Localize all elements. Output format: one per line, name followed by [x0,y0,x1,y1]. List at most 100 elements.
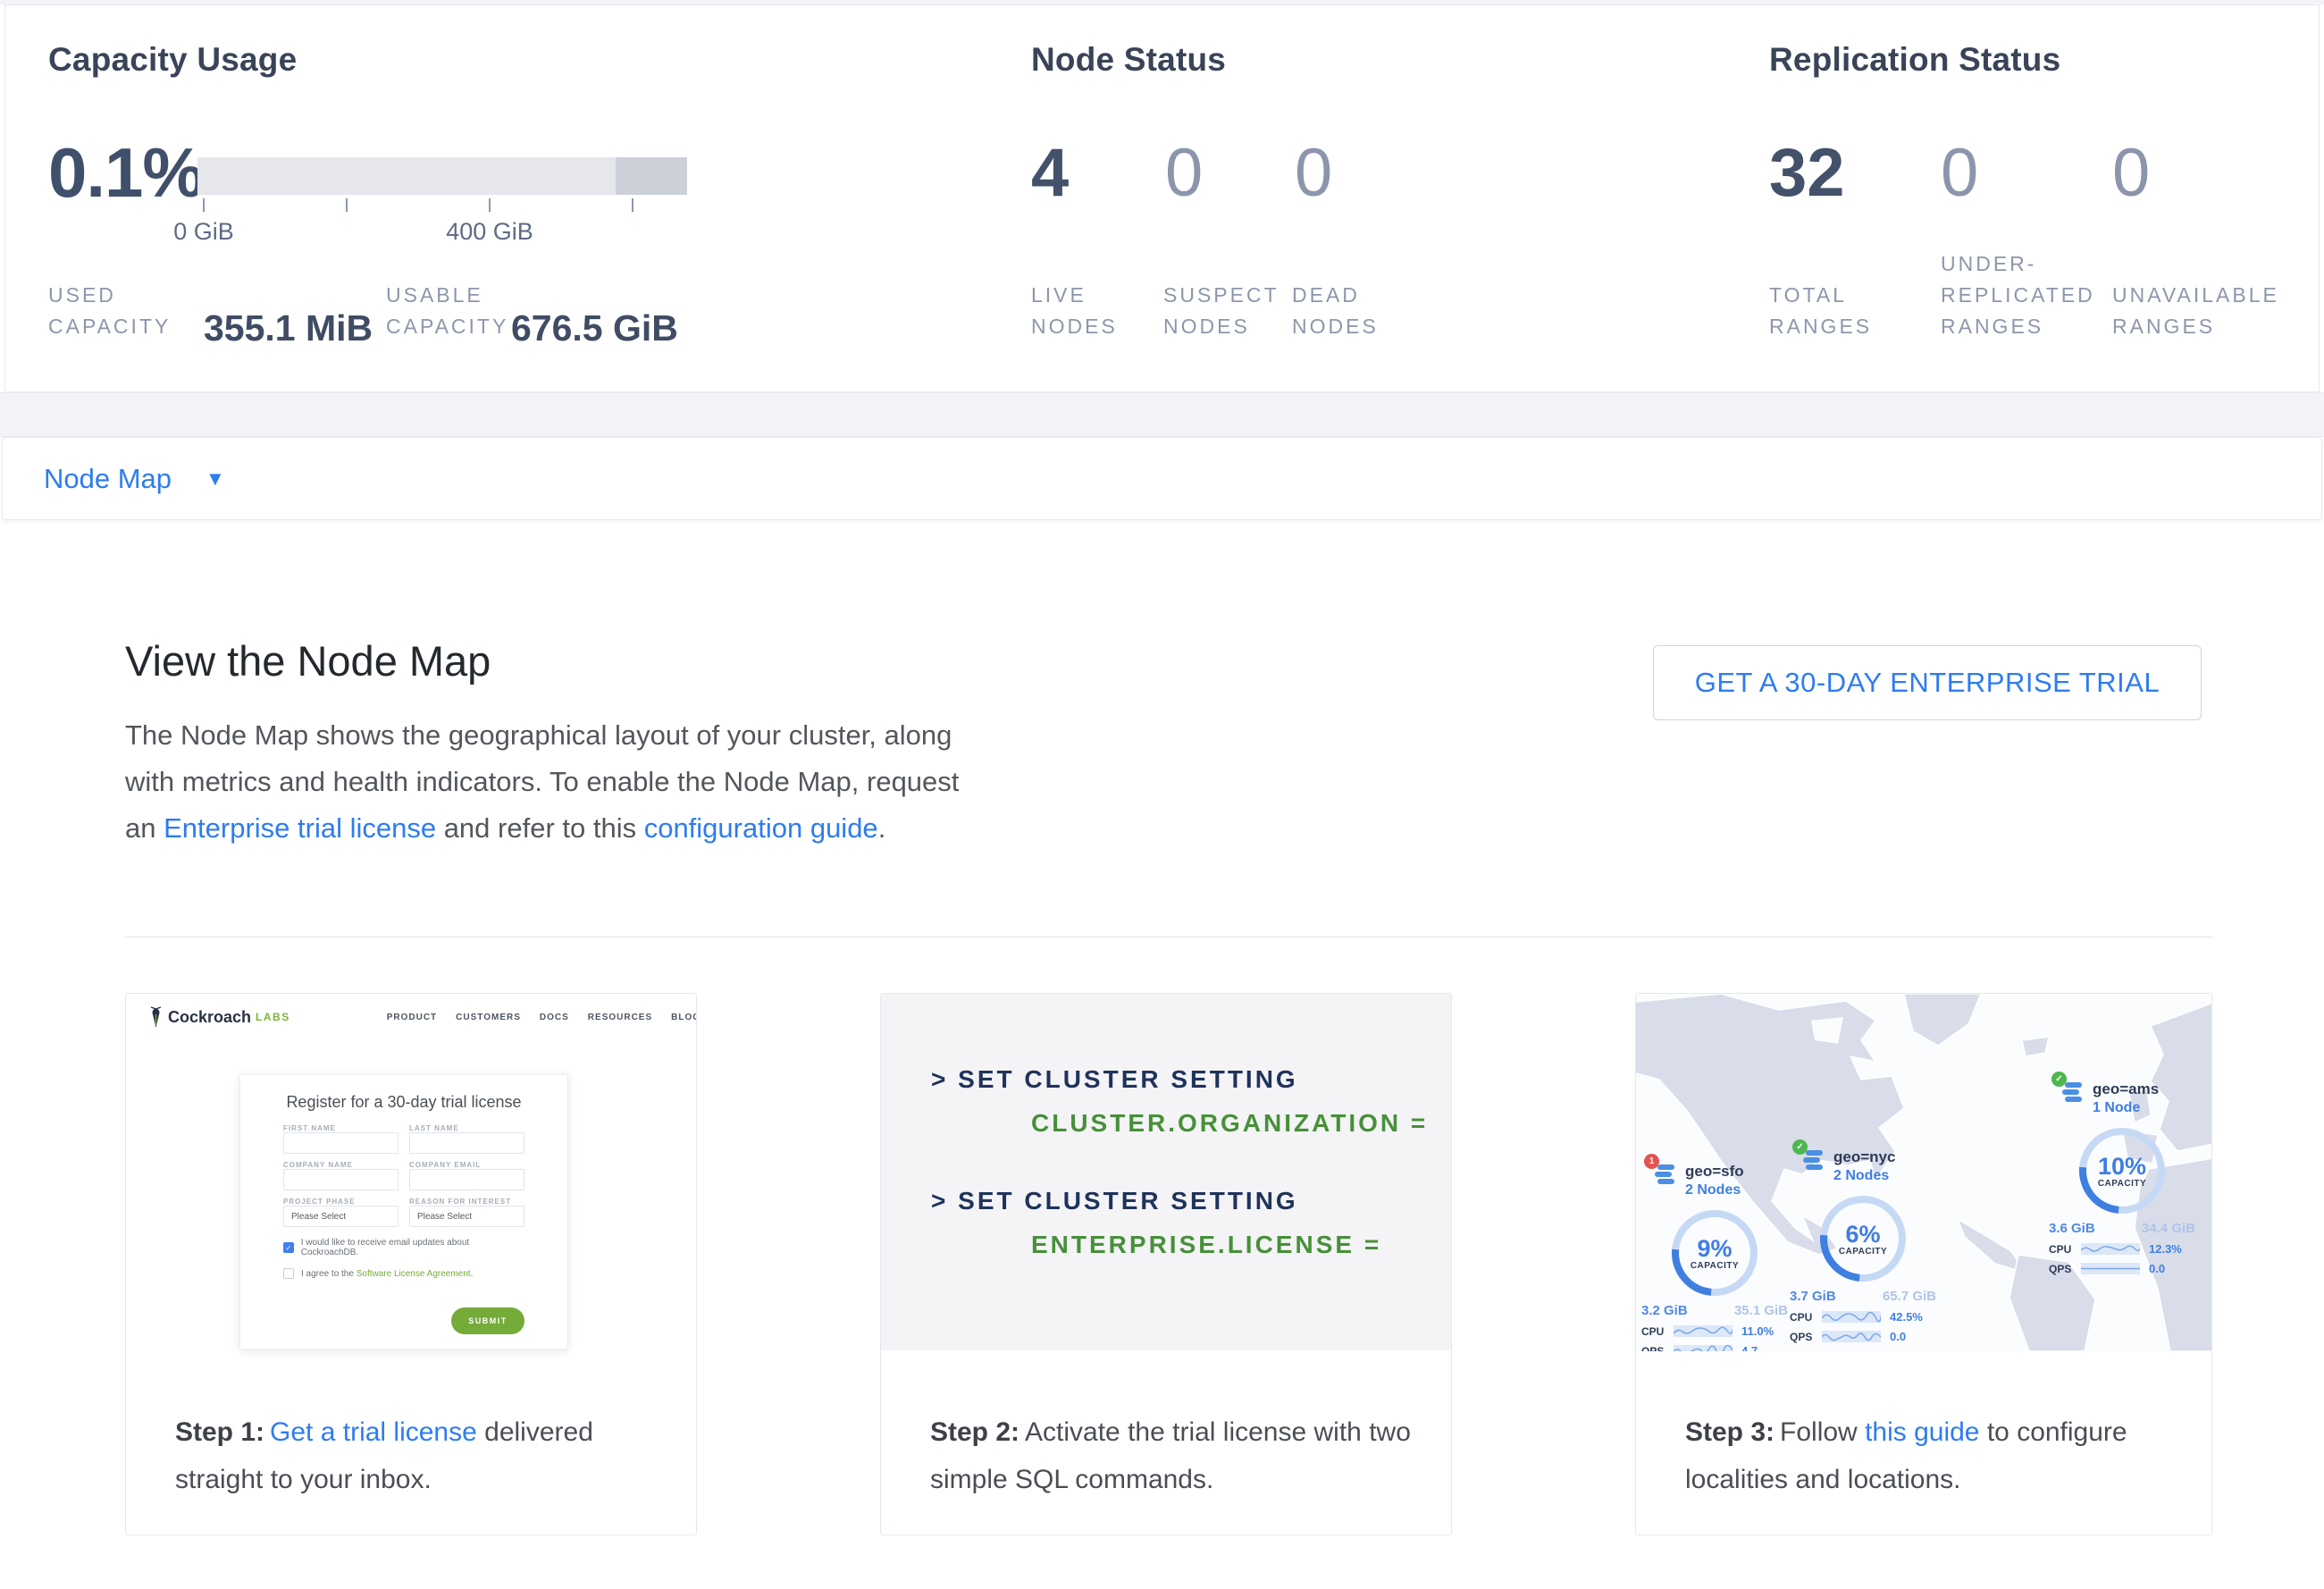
error-badge-icon: 1 [1644,1154,1659,1169]
axis-tick [489,198,491,212]
enterprise-trial-button[interactable]: GET A 30-DAY ENTERPRISE TRIAL [1653,645,2202,720]
cpu-sparkline [2081,1243,2140,1255]
logo-text: Cockroach [168,1007,252,1026]
chevron-down-icon[interactable]: ▼ [206,467,225,490]
region-name: geo=nyc [1833,1148,1896,1165]
used-capacity: 3.6 GiB [2049,1221,2095,1236]
qps-sparkline [2081,1263,2140,1274]
cpu-value: 12.3% [2149,1242,2182,1256]
step3-caption-text-2: to configure localities and locations. [1685,1417,2127,1494]
region-node-count: 2 Nodes [1833,1168,1890,1183]
node-status-title: Node Status [1031,41,1227,78]
step3-card: 1 geo=sfo 2 Nodes 9% CAPACITY [1635,993,2212,1535]
sql-line: > SET CLUSTER SETTING [931,1187,1451,1215]
qps-value: 0.0 [1890,1330,1907,1343]
replication-status-title: Replication Status [1769,41,2061,78]
suspect-nodes-label: SUSPECT NODES [1163,283,1279,338]
total-capacity: 34.4 GiB [2141,1221,2195,1236]
nav-item: DOCS [539,1012,569,1022]
qps-value: 0.0 [2149,1262,2166,1275]
region-name: geo=sfo [1685,1163,1744,1180]
cpu-sparkline [1674,1325,1733,1337]
step2-caption: Step 2: Activate the trial license with t… [930,1408,1414,1503]
axis-tick [632,198,633,212]
nav-item: CUSTOMERS [456,1012,521,1022]
intro-text-1: The Node Map shows the geographical layo… [125,719,960,844]
trial-license-form-illustration: Register for a 30-day trial license FIRS… [239,1074,568,1349]
logo-suffix: LABS [256,1011,290,1023]
mini-site-header: Cockroach LABS PRODUCT CUSTOMERS DOCS RE… [126,994,696,1040]
capacity-arc [1654,1192,1775,1314]
capacity-arc [1802,1178,1924,1299]
usable-capacity-value: 676.5 GiB [511,307,678,349]
map-region-ams: ✓ geo=ams 1 Node 10% CAPACITY [2045,1072,2199,1275]
field-label: FIRST NAME [283,1124,336,1132]
qps-label: QPS [2049,1262,2072,1275]
software-license-agreement-link: Software License Agreement. [356,1268,474,1279]
capacity-percent: 6% [1845,1220,1881,1248]
view-selector-bar: Node Map ▼ [2,437,2322,520]
page-title: View the Node Map [125,637,491,685]
step3-caption: Step 3: Follow this guide to configure lo… [1685,1408,2174,1503]
first-name-field [283,1132,399,1154]
step1-caption-text: delivered straight to your inbox. [175,1417,593,1494]
total-capacity: 35.1 GiB [1733,1303,1788,1318]
nav-item: BLOG [671,1012,696,1022]
cpu-label: CPU [1790,1310,1813,1324]
axis-tick-label: 0 GiB [173,218,234,245]
qps-label: QPS [1790,1330,1813,1343]
prompt-icon: > [931,1065,949,1093]
project-phase-select: Please Select [283,1206,399,1227]
field-label: COMPANY NAME [283,1161,353,1169]
form-title: Register for a 30-day trial license [286,1093,522,1111]
dead-nodes-count: 0 [1295,135,1333,211]
capacity-arc [2061,1110,2183,1232]
mini-site-nav: PRODUCT CUSTOMERS DOCS RESOURCES BLOG [386,1012,696,1022]
capacity-label: CAPACITY [2097,1178,2147,1189]
usable-capacity-label: USABLE CAPACITY [386,283,509,338]
qps-value: 4.7 [1741,1344,1758,1351]
this-guide-link[interactable]: this guide [1865,1417,1980,1447]
sql-argument: CLUSTER.ORGANIZATION = [1031,1109,1429,1137]
cpu-value: 11.0% [1741,1324,1774,1338]
email-optin-checkbox-row: ✓ I would like to receive email updates … [283,1238,524,1257]
unchecked-checkbox-icon [283,1268,294,1279]
cpu-label: CPU [1641,1324,1665,1338]
map-region-sfo: 1 geo=sfo 2 Nodes 9% CAPACITY [1638,1154,1791,1351]
live-nodes-count: 4 [1031,135,1070,211]
checked-checkbox-icon: ✓ [283,1242,294,1253]
prompt-icon: > [931,1187,949,1215]
step2-caption-text: Activate the trial license with two simp… [930,1417,1411,1494]
configuration-guide-link[interactable]: configuration guide [643,812,878,844]
capacity-label: CAPACITY [1838,1246,1888,1257]
healthy-check-icon: ✓ [1792,1139,1808,1155]
step1-card: Cockroach LABS PRODUCT CUSTOMERS DOCS RE… [125,993,697,1535]
region-name: geo=ams [2093,1080,2160,1097]
world-map [1636,994,2211,1351]
total-capacity: 65.7 GiB [1882,1289,1936,1304]
license-agree-checkbox-row: I agree to the Software License Agreemen… [283,1268,524,1279]
cockroach-labs-logo: Cockroach LABS [149,1006,290,1028]
capacity-ring: 6% CAPACITY [1802,1178,1924,1299]
cpu-sparkline [1822,1311,1881,1323]
company-name-field [283,1169,399,1190]
database-icon: 1 [1644,1154,1677,1187]
nav-item: PRODUCT [386,1012,438,1022]
submit-button-illustration: SUBMIT [451,1307,524,1334]
unavailable-ranges-label: UNAVAILABLE RANGES [2112,283,2279,338]
sql-line: > SET CLUSTER SETTING [931,1065,1451,1094]
capacity-bar-nonusable-segment [616,157,687,195]
map-region-nyc: ✓ geo=nyc 2 Nodes 6% CAPACITY [1786,1139,1940,1343]
unavailable-ranges-count: 0 [2112,135,2151,211]
get-trial-license-link[interactable]: Get a trial license [270,1417,477,1447]
node-map-dropdown[interactable]: Node Map [44,462,172,494]
region-node-count: 1 Node [2093,1100,2141,1115]
axis-tick-label: 400 GiB [446,218,533,245]
capacity-percent: 0.1% [48,133,205,212]
used-capacity: 3.7 GiB [1790,1289,1836,1304]
sql-command: SET CLUSTER SETTING [958,1187,1298,1215]
field-label: COMPANY EMAIL [409,1161,482,1169]
company-email-field [409,1169,524,1190]
enterprise-trial-license-link[interactable]: Enterprise trial license [164,812,437,844]
